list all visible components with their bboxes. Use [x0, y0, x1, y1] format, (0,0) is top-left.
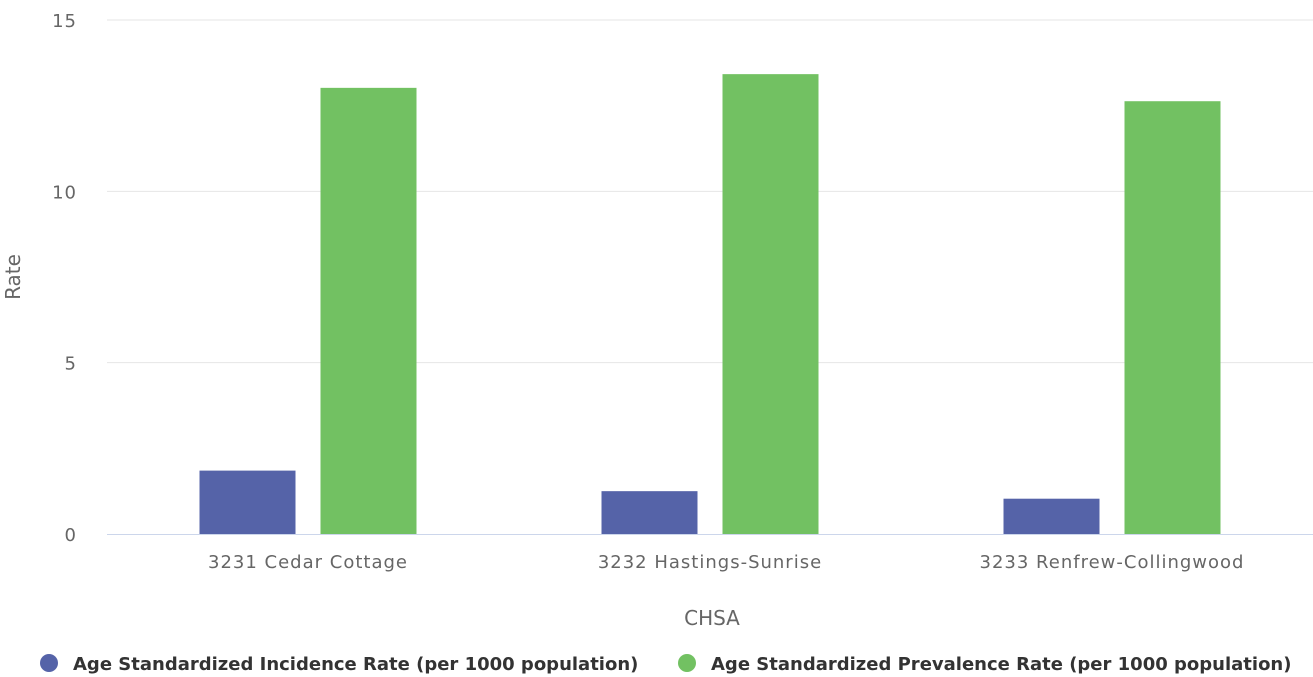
y-tick-label: 5: [65, 354, 77, 375]
legend-label: Age Standardized Prevalence Rate (per 10…: [711, 654, 1291, 675]
legend-item-incidence[interactable]: Age Standardized Incidence Rate (per 100…: [40, 654, 638, 675]
x-tick-label: 3231 Cedar Cottage: [208, 552, 408, 573]
legend-label: Age Standardized Incidence Rate (per 100…: [73, 654, 638, 675]
bar-incidence-1[interactable]: [199, 470, 296, 534]
y-axis-title: Rate: [1, 254, 25, 300]
legend-marker: [40, 654, 58, 672]
bar-incidence-2[interactable]: [601, 491, 698, 534]
bars: [199, 74, 1221, 535]
x-tick-label: 3232 Hastings-Sunrise: [598, 552, 822, 573]
gridlines: [107, 19, 1313, 364]
y-tick-label: 10: [52, 182, 77, 203]
y-tick-label: 0: [65, 525, 77, 546]
legend-item-prevalence[interactable]: Age Standardized Prevalence Rate (per 10…: [678, 654, 1291, 675]
legend: Age Standardized Incidence Rate (per 100…: [40, 654, 1291, 675]
legend-marker: [678, 654, 696, 672]
y-tick-label: 15: [52, 11, 77, 32]
x-axis-ticks: 3231 Cedar Cottage 3232 Hastings-Sunrise 3…: [208, 552, 1245, 573]
bar-prevalence-1[interactable]: [320, 87, 417, 535]
x-axis-title: CHSA: [684, 606, 740, 630]
y-axis-ticks: 0 5 10 15: [52, 11, 77, 546]
bar-prevalence-3[interactable]: [1124, 101, 1221, 534]
bar-incidence-3[interactable]: [1003, 498, 1100, 534]
bar-prevalence-2[interactable]: [722, 74, 819, 535]
x-tick-label: 3233 Renfrew-Collingwood: [980, 552, 1245, 573]
